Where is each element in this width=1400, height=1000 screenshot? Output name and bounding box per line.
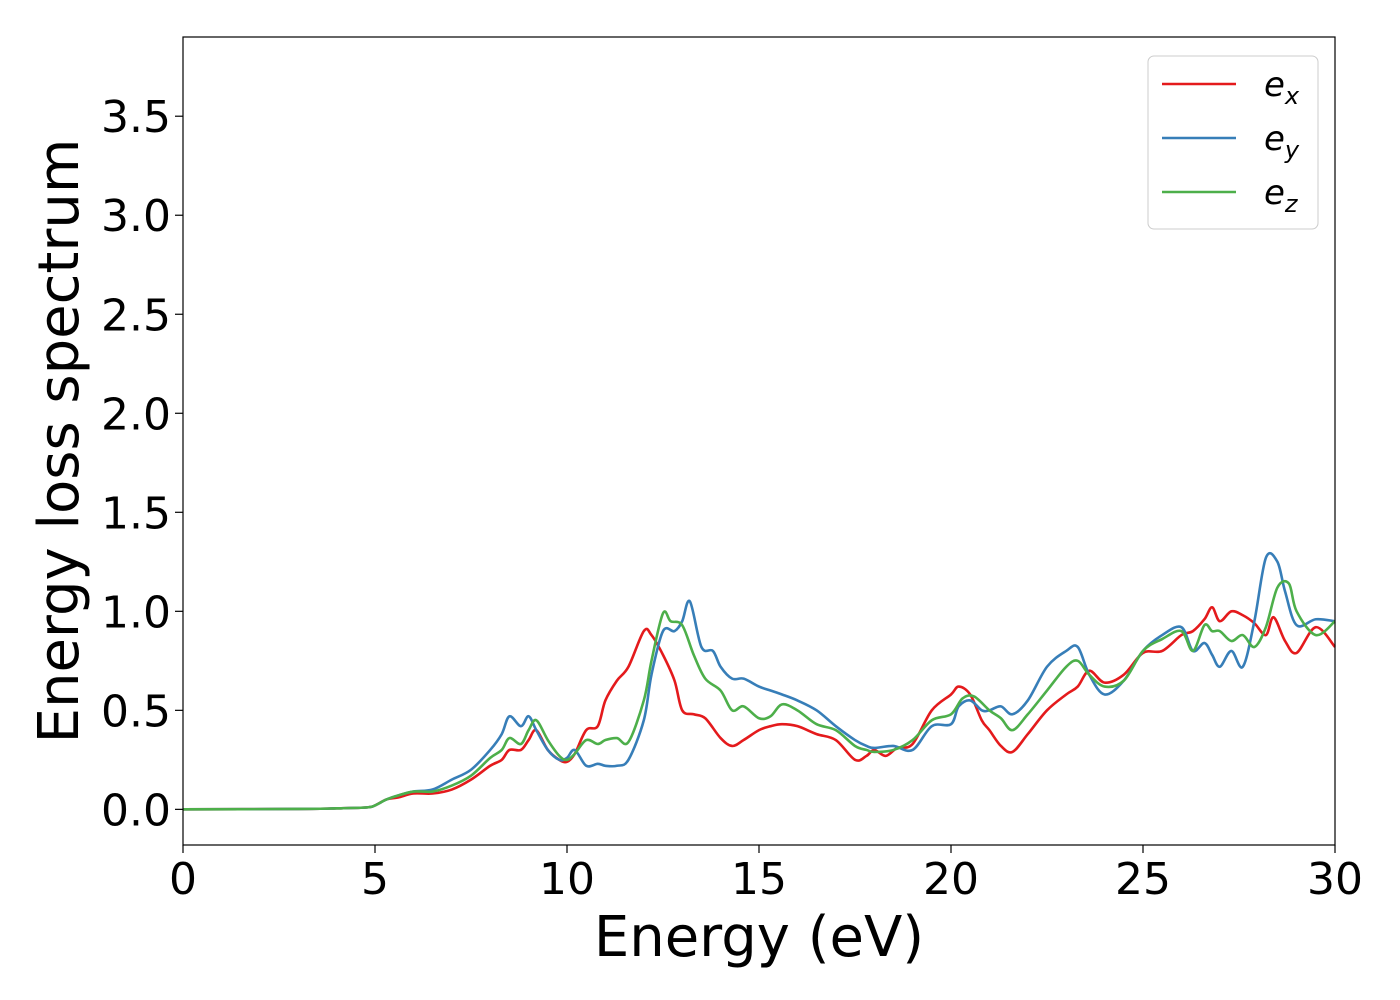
y-tick-label: 1.5 [101, 488, 171, 539]
x-tick-label: 30 [1307, 854, 1363, 905]
legend-box [1147, 55, 1319, 230]
x-tick-label: 20 [923, 854, 979, 905]
y-tick-label: 3.0 [101, 191, 171, 242]
x-tick-label: 15 [731, 854, 787, 905]
legend: ex ey ez [1147, 55, 1319, 230]
x-tick-label: 0 [169, 854, 197, 905]
y-tick-label: 3.5 [101, 92, 171, 143]
y-axis-ticks: 0.0 0.5 1.0 1.5 2.0 2.5 3.0 3.5 [101, 92, 183, 836]
x-tick-label: 5 [361, 854, 389, 905]
series-line-ex [182, 606, 1337, 811]
series-line-ey [182, 551, 1336, 811]
y-tick-label: 0.5 [101, 686, 171, 737]
series-line-ez [182, 579, 1336, 811]
y-tick-label: 1.0 [101, 587, 171, 638]
series-layer [182, 551, 1337, 811]
y-tick-label: 2.0 [101, 389, 171, 440]
legend-label-ez: ez [1264, 173, 1299, 218]
x-tick-label: 10 [539, 854, 595, 905]
y-axis-title: Energy loss spectrum [27, 139, 92, 744]
y-tick-label: 2.5 [101, 290, 171, 341]
x-tick-label: 25 [1115, 854, 1171, 905]
y-tick-label: 0.0 [101, 785, 171, 836]
x-axis-title: Energy (eV) [594, 905, 924, 970]
legend-label-ex: ex [1264, 65, 1300, 110]
x-axis-ticks: 0 5 10 15 20 25 30 [169, 845, 1363, 905]
legend-label-ey: ey [1264, 119, 1300, 164]
